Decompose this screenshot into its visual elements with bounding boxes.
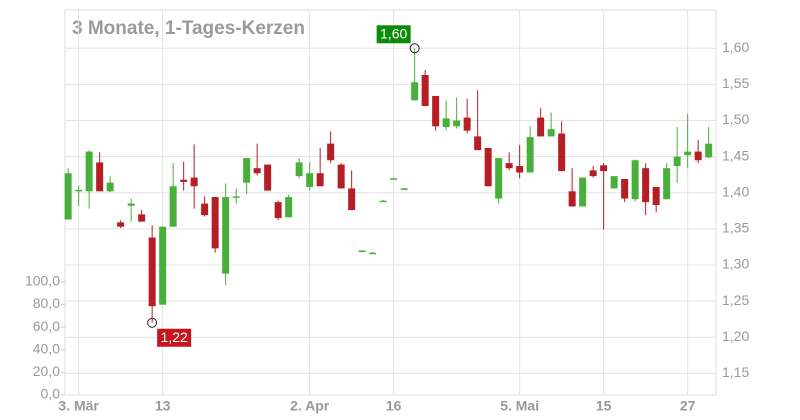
candle-body: [358, 250, 366, 253]
candle-body: [663, 168, 671, 200]
y-tick-label: 1,25: [722, 292, 749, 308]
candle-body: [117, 222, 125, 227]
candle-body: [327, 143, 335, 161]
candle-body: [547, 129, 555, 137]
annotation-label: 1,22: [161, 329, 188, 345]
candle-body: [337, 164, 345, 189]
x-tick-label: 13: [155, 398, 171, 414]
annotation-marker: [409, 43, 420, 54]
annotation-box: [157, 328, 192, 347]
y2-tick-label: 60,0: [33, 318, 60, 334]
candle-body: [211, 197, 219, 249]
candle-body: [684, 151, 692, 156]
candle-body: [75, 189, 83, 192]
x-tick-label: 27: [680, 398, 696, 414]
candle-body: [148, 237, 156, 307]
annotation-marker: [147, 317, 158, 328]
y-tick-label: 1,40: [722, 183, 749, 199]
x-tick-label: 2. Apr: [290, 398, 330, 414]
annotation-box: [376, 25, 411, 44]
chart-title: 3 Monate, 1-Tages-Kerzen: [72, 18, 305, 39]
y-tick-label: 1,35: [722, 220, 749, 236]
candle-body: [631, 160, 639, 200]
candle-body: [495, 158, 503, 199]
candle-body: [537, 117, 545, 137]
y2-tick-label: 100,0: [25, 272, 60, 288]
y-tick-label: 1,55: [722, 75, 749, 91]
candle-body: [96, 162, 104, 192]
y2-tick-label: 40,0: [33, 340, 60, 356]
candle-body: [285, 197, 293, 218]
candle-body: [673, 156, 681, 167]
candle-body: [694, 151, 702, 161]
candle-body: [127, 203, 135, 206]
candle-body: [705, 143, 713, 158]
x-tick-label: 15: [596, 398, 612, 414]
candle-body: [85, 151, 93, 192]
candle-body: [306, 173, 314, 187]
candle-body: [232, 196, 240, 198]
y2-tick-label: 0,0: [41, 386, 61, 402]
candle-body: [379, 200, 387, 203]
candle-body: [253, 168, 261, 174]
candle-body: [463, 117, 471, 131]
candle-body: [64, 173, 72, 220]
candle-body: [106, 182, 114, 192]
candle-body: [190, 177, 198, 187]
candle-body: [369, 252, 377, 255]
candle-body: [642, 168, 650, 203]
candle-body: [201, 203, 209, 216]
candle-body: [474, 136, 482, 151]
candle-body: [421, 75, 429, 107]
candle-body: [568, 191, 576, 207]
y2-tick-label: 80,0: [33, 295, 60, 311]
candle-body: [400, 188, 408, 190]
y-tick-label: 1,60: [722, 39, 749, 55]
candle-body: [652, 186, 660, 206]
y-tick-label: 1,30: [722, 256, 749, 272]
candle-body: [169, 186, 177, 227]
candle-body: [411, 82, 419, 101]
candle-body: [159, 226, 167, 305]
candle-body: [432, 95, 440, 127]
candle-body: [589, 170, 597, 177]
y-tick-label: 1,20: [722, 328, 749, 344]
candle-body: [600, 165, 608, 172]
candle-body: [621, 179, 629, 199]
x-tick-label: 5. Mai: [500, 398, 539, 414]
candle-body: [558, 133, 566, 172]
candle-body: [516, 166, 524, 173]
candle-body: [610, 176, 618, 189]
candle-body: [526, 137, 534, 173]
candle-body: [484, 147, 492, 187]
candle-body: [442, 118, 450, 128]
candle-body: [138, 214, 146, 222]
grid: [65, 10, 716, 395]
annotation-label: 1,60: [380, 25, 407, 41]
candle-body: [316, 173, 324, 187]
x-tick-label: 16: [386, 398, 402, 414]
candle-body: [274, 202, 282, 219]
candle-body: [453, 120, 461, 127]
candle-body: [243, 158, 251, 183]
y-tick-label: 1,45: [722, 147, 749, 163]
candle-body: [505, 163, 513, 169]
candle-body: [222, 197, 230, 274]
candle-body: [390, 178, 398, 180]
y-tick-label: 1,50: [722, 111, 749, 127]
y-tick-label: 1,15: [722, 364, 749, 380]
candle-body: [295, 162, 303, 177]
candle-body: [180, 179, 188, 182]
candle-body: [264, 164, 272, 191]
y2-tick-label: 20,0: [33, 363, 60, 379]
candle-body: [579, 177, 587, 207]
x-tick-label: 3. Mär: [58, 398, 99, 414]
candle-body: [348, 188, 356, 211]
